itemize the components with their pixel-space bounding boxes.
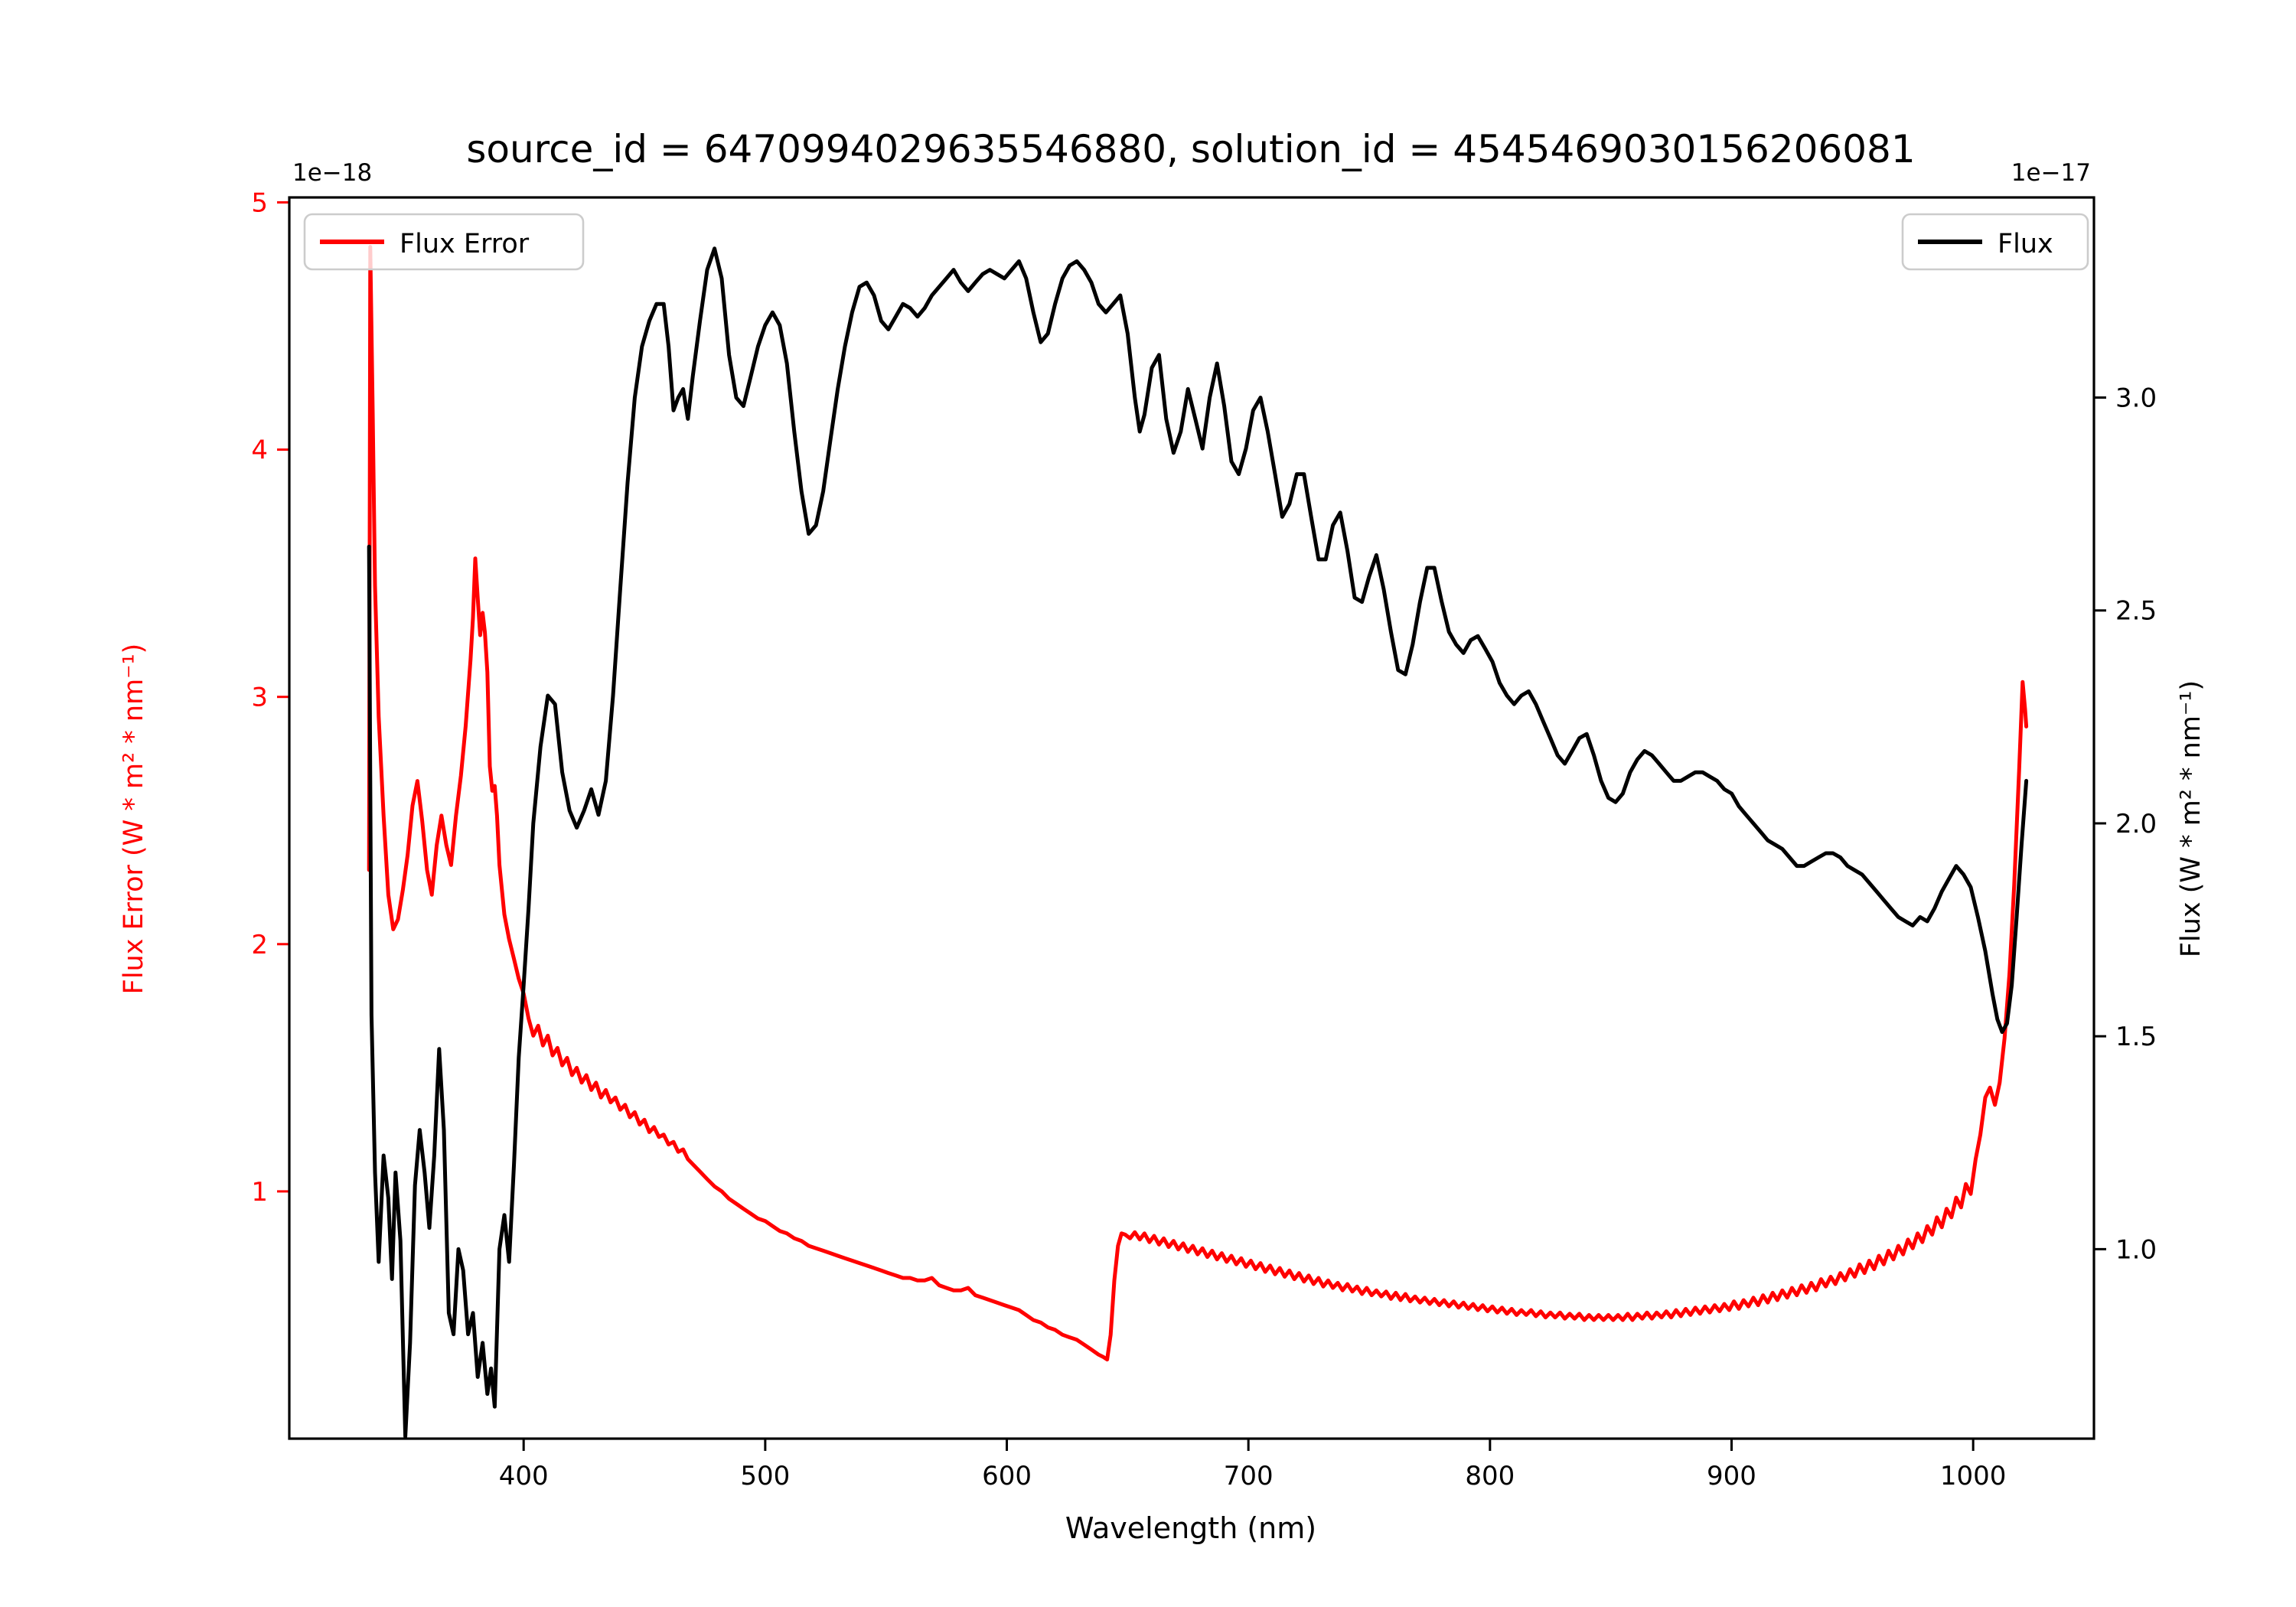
axes-frame bbox=[288, 196, 2095, 1440]
left-tick-label: 4 bbox=[251, 435, 268, 466]
x-axis-label: Wavelength (nm) bbox=[1065, 1511, 1316, 1545]
series-line-flux-error bbox=[367, 245, 2029, 1362]
x-tick-label: 800 bbox=[1465, 1461, 1515, 1491]
x-tick-label: 500 bbox=[740, 1461, 790, 1491]
right-tick-label: 2.5 bbox=[2115, 596, 2157, 627]
x-tick-label: 1000 bbox=[1940, 1461, 2007, 1491]
left-axis-offset-text: 1e−18 bbox=[292, 159, 372, 187]
left-tick-label: 5 bbox=[251, 187, 268, 218]
legend-flux-label: Flux bbox=[1998, 229, 2053, 259]
left-tick-label: 3 bbox=[251, 683, 268, 713]
chart-title: source_id = 6470994029635546880, solutio… bbox=[466, 127, 1915, 171]
right-tick-label: 1.0 bbox=[2115, 1234, 2157, 1265]
right-tick-label: 3.0 bbox=[2115, 383, 2157, 414]
legend-flux-box bbox=[1901, 213, 2089, 271]
right-y-axis-label: Flux (W * m² * nm⁻¹) bbox=[2176, 680, 2206, 957]
x-tick-label: 700 bbox=[1224, 1461, 1274, 1491]
left-y-axis-label: Flux Error (W * m² * nm⁻¹) bbox=[119, 644, 149, 995]
plot-series bbox=[367, 245, 2029, 1439]
left-axis-ticks: 1 2 3 4 5 bbox=[251, 187, 289, 1208]
legend-flux-error-label: Flux Error bbox=[400, 229, 530, 259]
x-tick-label: 600 bbox=[982, 1461, 1032, 1491]
x-tick-label: 400 bbox=[499, 1461, 549, 1491]
right-axis-ticks: 1.0 1.5 2.0 2.5 3.0 bbox=[2094, 383, 2157, 1265]
right-tick-label: 2.0 bbox=[2115, 809, 2157, 839]
right-axis-offset-text: 1e−17 bbox=[2011, 159, 2091, 187]
legend-flux-error: Flux Error bbox=[303, 213, 585, 271]
left-tick-label: 2 bbox=[251, 930, 268, 960]
right-tick-label: 1.5 bbox=[2115, 1022, 2157, 1052]
legend-flux-error-box bbox=[303, 213, 585, 271]
legend-flux: Flux bbox=[1901, 213, 2089, 271]
left-tick-label: 1 bbox=[251, 1177, 268, 1208]
series-line-flux bbox=[367, 246, 2029, 1439]
x-axis-ticks: 400 500 600 700 800 900 1000 bbox=[499, 1439, 2007, 1491]
x-tick-label: 900 bbox=[1707, 1461, 1756, 1491]
